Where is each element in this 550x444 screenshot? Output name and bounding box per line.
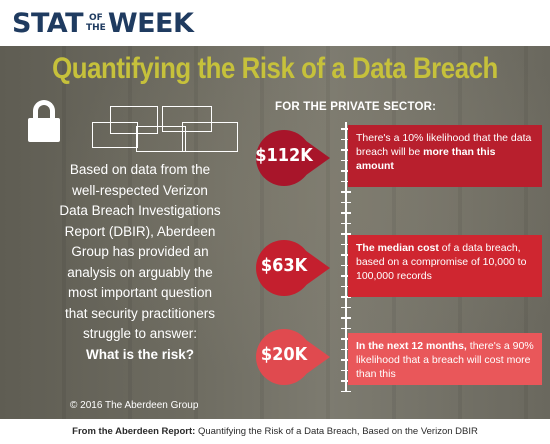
- description-line: Group has provided an: [71, 244, 209, 259]
- description-line: most important question: [67, 285, 213, 300]
- stat-value: $20K: [260, 344, 308, 365]
- description-line: struggle to answer:: [82, 326, 198, 341]
- stat-text: There's a 10% likelihood that the data b…: [356, 132, 532, 158]
- scale-tick: [341, 380, 351, 382]
- scale-tick: [341, 306, 351, 308]
- stat-description-card: In the next 12 months, there's a 90% lik…: [348, 333, 542, 385]
- background-panel: [0, 46, 550, 419]
- scale-tick: [341, 327, 351, 329]
- stat-description-card: There's a 10% likelihood that the data b…: [348, 125, 542, 187]
- scale-tick: [341, 128, 351, 130]
- description-line: that security practitioners: [64, 305, 216, 321]
- scale-tick: [341, 180, 351, 182]
- stat-marker: $112K: [250, 128, 330, 188]
- stat-value: $112K: [255, 145, 313, 166]
- logo-of: OF: [88, 13, 103, 23]
- scale-tick: [341, 359, 351, 361]
- description-line: Data Breach Investigations: [59, 203, 221, 218]
- title-band: Quantifying the Risk of a Data Breach: [0, 48, 550, 96]
- scale-tick: [341, 348, 351, 350]
- scale-ruler: [345, 122, 347, 392]
- scale-tick: [341, 233, 351, 235]
- scale-tick: [341, 222, 351, 224]
- stat-text: of a data breach, based on a compromise …: [356, 242, 527, 282]
- stat-text-bold: The median cost: [356, 242, 439, 254]
- description-line: Report (DBIR), Aberdeen: [64, 223, 216, 239]
- stat-of-the-week-logo: STAT OF THE WEEK: [12, 7, 194, 39]
- scale-tick: [341, 170, 351, 172]
- scale-tick: [341, 159, 351, 161]
- description-line: analysis on arguably the: [67, 264, 213, 280]
- scale-tick: [341, 212, 351, 214]
- scale-tick: [341, 317, 351, 319]
- stat-description-card: The median cost of a data breach, based …: [348, 235, 542, 297]
- logo-of-the: OF THE: [86, 13, 106, 33]
- scale-tick: [341, 201, 351, 203]
- stat-value: $63K: [260, 255, 308, 276]
- description-line: Based on data from the: [69, 162, 211, 177]
- scale-tick: [341, 285, 351, 287]
- stat-marker: $63K: [250, 238, 330, 298]
- scale-tick: [341, 191, 351, 193]
- scale-tick: [341, 149, 351, 151]
- scale-tick: [341, 254, 351, 256]
- logo-week: WEEK: [107, 7, 194, 39]
- header: STAT OF THE WEEK: [0, 0, 550, 46]
- sector-label: FOR THE PRIVATE SECTOR:: [275, 101, 437, 113]
- stat-text-bold: more than this amount: [356, 146, 496, 172]
- stat-text: there's a 90% likelihood that a breach w…: [356, 340, 534, 380]
- scale-tick: [341, 296, 351, 298]
- scale-tick: [341, 369, 351, 371]
- logo-the: THE: [85, 23, 106, 33]
- stat-text-bold: In the next 12 months,: [356, 340, 467, 352]
- footer-source-label: From the Aberdeen Report:: [72, 426, 196, 437]
- footer-source-text: Quantifying the Risk of a Data Breach, B…: [195, 426, 478, 437]
- scale-tick: [341, 275, 351, 277]
- footer: From the Aberdeen Report: Quantifying th…: [0, 419, 550, 444]
- scale-tick: [341, 138, 351, 140]
- open-lock-icon: [28, 98, 60, 144]
- scale-tick: [341, 264, 351, 266]
- description-question: What is the risk?: [85, 346, 195, 362]
- scale-tick: [341, 338, 351, 340]
- scale-tick: [341, 243, 351, 245]
- stat-marker: $20K: [250, 327, 330, 387]
- scale-tick: [341, 390, 351, 392]
- description-line: well-respected Verizon: [72, 182, 208, 198]
- page-title: Quantifying the Risk of a Data Breach: [52, 52, 498, 85]
- description: Based on data from the well-respected Ver…: [20, 160, 260, 365]
- logo-stat: STAT: [12, 7, 83, 39]
- copyright: © 2016 The Aberdeen Group: [70, 400, 199, 411]
